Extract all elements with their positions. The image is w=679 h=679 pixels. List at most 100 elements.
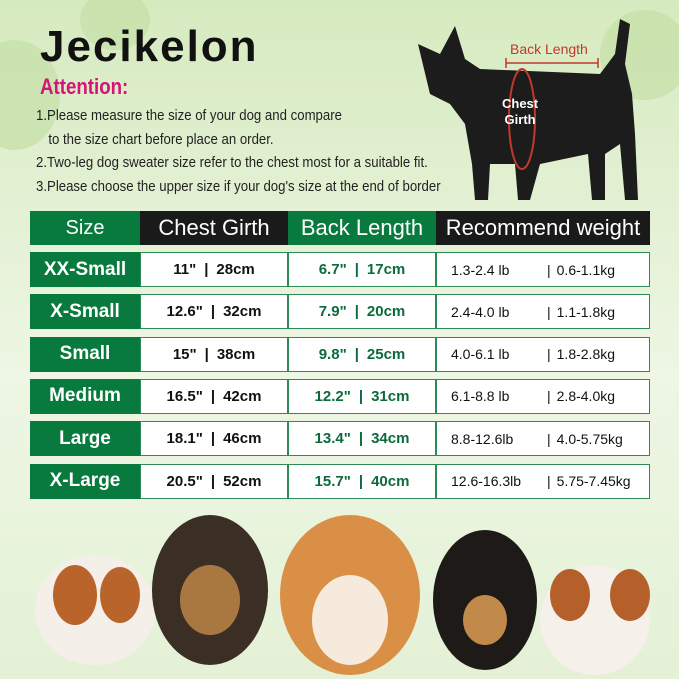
divider: | (358, 430, 364, 448)
weight-kg: 5.75-7.45kg (556, 473, 631, 489)
back-in: 7.9" (318, 303, 347, 321)
note-3: 3.Please choose the upper size if your d… (36, 177, 441, 195)
table-row: Medium 16.5" | 42cm 12.2" | 31cm 6.1-8.8 lb |… (30, 378, 650, 414)
weight-cell: 4.0-6.1 lb | 1.8-2.8kg (436, 336, 650, 372)
chest-in: 18.1" (166, 430, 203, 448)
attention-heading: Attention: (40, 74, 129, 99)
weight-kg: 1.8-2.8kg (556, 346, 616, 363)
weight-lb: 4.0-6.1 lb (451, 346, 510, 363)
back-in: 6.7" (318, 261, 347, 278)
table-row: X-Small 12.6" | 32cm 7.9" | 20cm 2.4-4.0 lb |… (30, 294, 650, 330)
back-in: 15.7" (314, 472, 351, 490)
chest-girth-label: Chest Girth (502, 96, 538, 128)
weight-kg: 0.6-1.1kg (556, 261, 616, 278)
note-1: 1.Please measure the size of your dog an… (36, 107, 342, 124)
back-in: 13.4" (314, 430, 351, 448)
size-cell: Medium (30, 378, 140, 414)
back-length-cell: 9.8" | 25cm (288, 336, 436, 372)
divider: | (547, 473, 551, 489)
chest-cm: 46cm (223, 430, 262, 448)
chest-girth-cell: 12.6" | 32cm (140, 294, 288, 330)
weight-lb: 1.3-2.4 lb (451, 261, 510, 278)
back-cm: 40cm (371, 472, 410, 490)
back-cm: 20cm (366, 303, 406, 321)
chest-cm: 52cm (223, 472, 262, 490)
chest-cm: 38cm (216, 345, 256, 363)
chest-girth-cell: 18.1" | 46cm (140, 421, 288, 457)
divider: | (547, 430, 551, 447)
chest-cm: 28cm (216, 261, 255, 278)
note-2: 2.Two-leg dog sweater size refer to the … (36, 154, 428, 171)
divider: | (210, 430, 216, 448)
header-recommend-weight: Recommend weight (436, 211, 650, 245)
weight-cell: 8.8-12.6lb | 4.0-5.75kg (436, 421, 650, 457)
size-cell: Small (30, 336, 140, 372)
size-cell: XX-Small (30, 252, 140, 287)
dog-photos (35, 515, 650, 675)
chest-girth-cell: 16.5" | 42cm (140, 378, 288, 414)
weight-kg: 2.8-4.0kg (556, 388, 616, 405)
chest-in: 20.5" (166, 472, 203, 490)
dog-photo-1 (35, 555, 155, 665)
table-row: Small 15" | 38cm 9.8" | 25cm 4.0-6.1 lb | 1.8-… (30, 336, 650, 372)
back-length-cell: 13.4" | 34cm (288, 421, 436, 457)
divider: | (204, 345, 209, 363)
table-row: Large 18.1" | 46cm 13.4" | 34cm 8.8-12.6lb | 4… (30, 421, 650, 457)
weight-lb: 2.4-4.0 lb (451, 303, 510, 320)
back-in: 9.8" (318, 345, 347, 363)
size-cell: X-Small (30, 294, 140, 330)
chest-girth-cell: 11" | 28cm (140, 252, 288, 287)
back-cm: 25cm (366, 345, 406, 363)
size-cell: X-Large (30, 463, 140, 499)
back-in: 12.2" (314, 387, 351, 405)
girth-label: Girth (504, 112, 536, 127)
divider: | (547, 346, 551, 363)
chest-girth-cell: 15" | 38cm (140, 336, 288, 372)
back-cm: 31cm (371, 387, 410, 405)
instructions: 1.Please measure the size of your dog an… (36, 104, 441, 198)
divider: | (210, 472, 216, 490)
chest-in: 12.6" (166, 303, 203, 321)
dog-photo-5 (540, 565, 650, 675)
divider: | (210, 303, 216, 321)
header-back-length: Back Length (288, 211, 436, 245)
paw-print-decoration (80, 0, 150, 50)
back-length-cell: 12.2" | 31cm (288, 378, 436, 414)
table-row: X-Large 20.5" | 52cm 15.7" | 40cm 12.6-16.3l… (30, 463, 650, 499)
chest-cm: 32cm (223, 303, 262, 321)
chest-cm: 42cm (223, 387, 262, 405)
back-length-cell: 7.9" | 20cm (288, 294, 436, 330)
divider: | (547, 303, 551, 320)
weight-lb: 6.1-8.8 lb (451, 388, 510, 405)
back-length-cell: 15.7" | 40cm (288, 463, 436, 499)
weight-kg: 1.1-1.8kg (556, 303, 616, 320)
dog-silhouette-icon (418, 19, 638, 200)
divider: | (354, 303, 359, 321)
weight-cell: 1.3-2.4 lb | 0.6-1.1kg (436, 252, 650, 287)
chest-in: 15" (172, 345, 197, 363)
weight-lb: 8.8-12.6lb (451, 430, 514, 447)
chest-girth-cell: 20.5" | 52cm (140, 463, 288, 499)
back-cm: 34cm (371, 430, 410, 448)
weight-cell: 12.6-16.3lb | 5.75-7.45kg (436, 463, 650, 499)
weight-kg: 4.0-5.75kg (556, 430, 623, 447)
weight-cell: 2.4-4.0 lb | 1.1-1.8kg (436, 294, 650, 330)
back-length-cell: 6.7" | 17cm (288, 252, 436, 287)
brand-title: Jecikelon (40, 22, 259, 71)
divider: | (210, 387, 216, 405)
divider: | (358, 387, 364, 405)
divider: | (358, 472, 364, 490)
chest-in: 11" (173, 261, 197, 278)
note-1-cont: to the size chart before place an order. (48, 130, 274, 148)
weight-cell: 6.1-8.8 lb | 2.8-4.0kg (436, 378, 650, 414)
table-header: Size Chest Girth Back Length Recommend w… (30, 211, 650, 245)
size-cell: Large (30, 421, 140, 457)
divider: | (354, 345, 359, 363)
chest-label: Chest (502, 96, 539, 111)
divider: | (547, 261, 551, 278)
table-row: XX-Small 11" | 28cm 6.7" | 17cm 1.3-2.4 lb | 0… (30, 252, 650, 287)
back-cm: 17cm (366, 261, 406, 278)
back-length-label: Back Length (510, 41, 588, 57)
chest-in: 16.5" (166, 387, 203, 405)
weight-lb: 12.6-16.3lb (451, 473, 522, 489)
